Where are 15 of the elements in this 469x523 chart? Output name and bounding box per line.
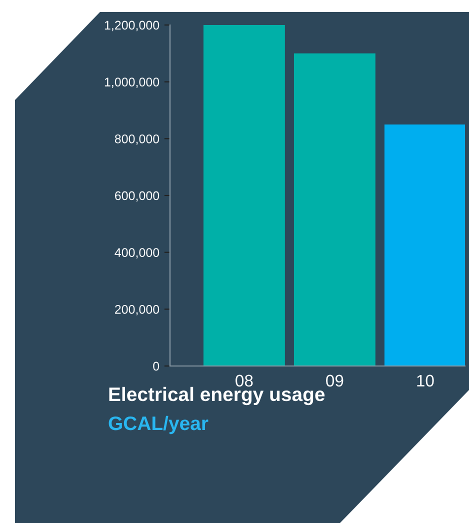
y-tick-label: 1,000,000 (104, 78, 160, 88)
x-tick-label: 10 (417, 374, 434, 387)
y-tick-label: 600,000 (115, 191, 160, 202)
y-tick-label: 1,200,000 (104, 20, 160, 32)
y-tick-label: 200,000 (115, 304, 160, 316)
y-tick-label: 0 (153, 362, 160, 371)
y-tick-label: 400,000 (114, 248, 160, 258)
x-tick-label: 08 (236, 374, 253, 387)
bar (294, 53, 376, 366)
text: Electrical energy usage (109, 386, 325, 406)
y-tick-label: 800,000 (114, 134, 160, 145)
x-tick-label: 09 (326, 374, 344, 387)
bar (203, 25, 285, 366)
text: GCAL/year (108, 416, 208, 434)
bar (384, 124, 465, 366)
